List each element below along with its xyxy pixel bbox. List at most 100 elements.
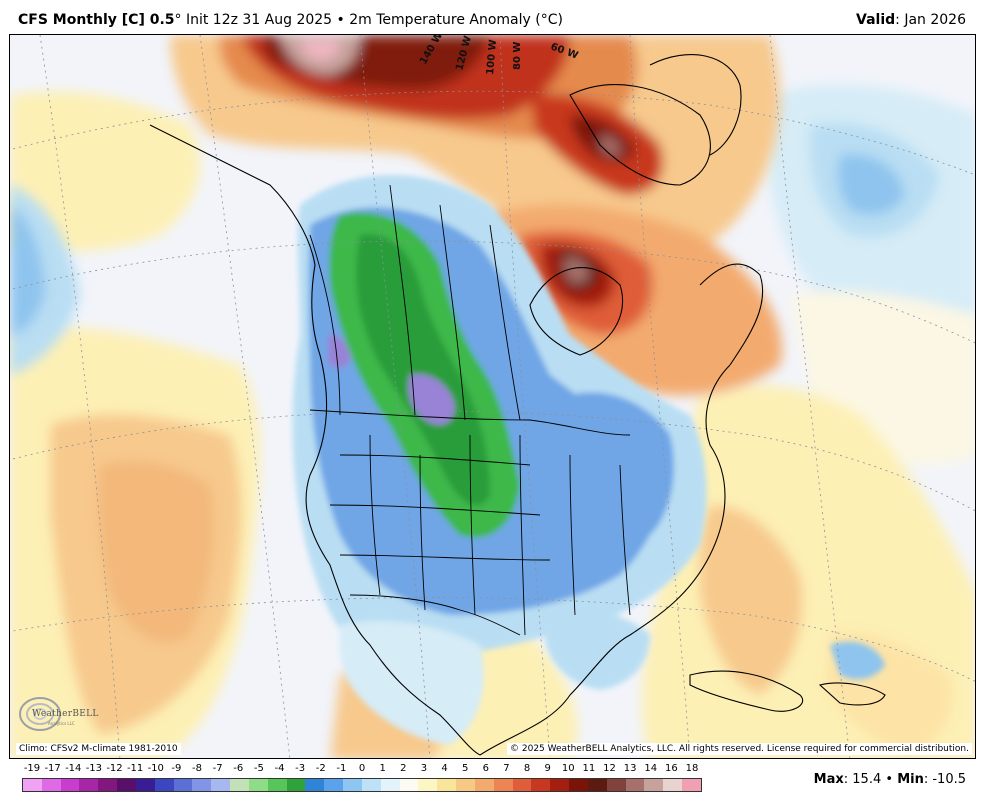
legend-label: 6 [482, 763, 489, 774]
legend-swatch [569, 779, 588, 791]
legend-label: -5 [253, 763, 264, 774]
legend-swatch [324, 779, 344, 791]
legend-label: 2 [400, 763, 407, 774]
us-mexico-border [349, 594, 521, 636]
legend-label: 12 [603, 763, 616, 774]
legend-swatch [192, 779, 212, 791]
legend-label: 13 [623, 763, 637, 774]
maxmin-bullet: • [885, 772, 894, 787]
legend-swatch [550, 779, 570, 791]
legend-swatch [512, 779, 532, 791]
legend-colorbar [22, 778, 702, 792]
legend-label: -19 [23, 763, 41, 774]
legend-labels: -19 -17 -14 -13 -12 -11 -10 -9 -8 -7 -6 -5 -4 -3 -2 -1 0… [22, 763, 702, 777]
legend-label: -13 [85, 763, 103, 774]
legend-label: 7 [503, 763, 510, 774]
legend-swatch [79, 779, 99, 791]
legend-label: -10 [147, 763, 164, 774]
legend-swatch [211, 779, 231, 791]
legend-label: -1 [336, 763, 347, 774]
min-value: : -10.5 [923, 772, 966, 787]
max-value: : 15.4 [843, 772, 882, 787]
legend-label: 16 [665, 763, 678, 774]
legend-swatch [644, 779, 664, 791]
legend-swatch [531, 779, 551, 791]
hispaniola-coastline [818, 682, 886, 706]
legend-label: 14 [644, 763, 658, 774]
color-legend: -19 -17 -14 -13 -12 -11 -10 -9 -8 -7 -6 -5 -4 -3 -2 -1 0… [22, 763, 702, 795]
legend-swatch [60, 779, 80, 791]
legend-label: -4 [274, 763, 285, 774]
legend-label: 0 [358, 763, 366, 774]
legend-swatch [418, 779, 438, 791]
legend-label: 4 [441, 763, 448, 774]
pacific-coastline [149, 124, 481, 756]
field-name: 2m Temperature Anomaly (°C) [349, 12, 563, 28]
valid-value: : Jan 2026 [895, 12, 966, 28]
valid-date: Valid: Jan 2026 [856, 12, 966, 28]
legend-swatch [493, 779, 513, 791]
legend-swatch [41, 779, 61, 791]
legend-label: 5 [461, 763, 469, 774]
legend-label: 10 [561, 763, 575, 774]
legend-swatch [399, 779, 419, 791]
legend-swatch [587, 779, 607, 791]
us-canada-border [309, 409, 631, 436]
legend-label: -11 [126, 763, 144, 774]
greenland-coastline [649, 54, 742, 156]
header: CFS Monthly [C] 0.5° Init 12z 31 Aug 202… [0, 0, 984, 34]
legend-swatch [117, 779, 136, 791]
legend-swatch [380, 779, 400, 791]
title-bullet: • [336, 12, 345, 28]
state-lines-horizontal [329, 454, 551, 561]
legend-swatch [286, 779, 306, 791]
map-title: CFS Monthly [C] 0.5° Init 12z 31 Aug 202… [18, 12, 563, 28]
legend-swatch [361, 779, 381, 791]
legend-label: 1 [379, 763, 386, 774]
cuba-coastline [689, 670, 803, 712]
weatherbell-logo: WeatherBELL Analytics LLC [14, 690, 100, 736]
legend-label: 11 [582, 763, 596, 774]
province-lines [309, 184, 521, 421]
legend-label: 3 [420, 763, 428, 774]
legend-swatch [625, 779, 645, 791]
valid-label: Valid [856, 12, 896, 28]
logo-text: WeatherBELL [32, 709, 99, 719]
arctic-warm-anomaly [170, 35, 782, 396]
legend-swatch [305, 779, 325, 791]
legend-label: -2 [315, 763, 326, 774]
legend-swatch [456, 779, 475, 791]
legend-swatch [154, 779, 174, 791]
state-lines-vertical [369, 434, 631, 636]
legend-swatch [23, 779, 42, 791]
meridian-label: 80 W [512, 42, 523, 70]
legend-swatch [135, 779, 155, 791]
legend-swatch [98, 779, 118, 791]
climo-note: Climo: CFSv2 M-climate 1981-2010 [16, 743, 181, 755]
legend-label: -9 [171, 763, 182, 774]
legend-swatch [474, 779, 494, 791]
legend-label: -12 [106, 763, 123, 774]
legend-swatch [230, 779, 249, 791]
copyright-note: © 2025 WeatherBELL Analytics, LLC. All r… [507, 743, 972, 755]
legend-swatch [343, 779, 362, 791]
init-time: Init 12z 31 Aug 2025 [185, 12, 333, 28]
legend-swatch [606, 779, 626, 791]
legend-label: -3 [295, 763, 306, 774]
legend-swatch [663, 779, 682, 791]
legend-swatch [173, 779, 193, 791]
legend-label: -7 [212, 763, 223, 774]
graticule [10, 35, 975, 758]
map-canvas: 140 W 120 W 100 W 80 W 60 W [10, 35, 975, 758]
atlantic-gulf-coastline [479, 364, 731, 756]
model-name: CFS Monthly [C] 0.5 [18, 12, 175, 28]
legend-label: 8 [523, 763, 531, 774]
baffin-coastline [569, 84, 711, 186]
political-borders [309, 184, 631, 636]
legend-label: -8 [192, 763, 202, 774]
anomaly-map: 140 W 120 W 100 W 80 W 60 W WeatherBELL … [9, 34, 976, 759]
logo-subtext: Analytics LLC [48, 721, 75, 726]
min-label: Min [897, 772, 924, 787]
legend-label: 18 [685, 763, 699, 774]
max-label: Max [813, 772, 844, 787]
